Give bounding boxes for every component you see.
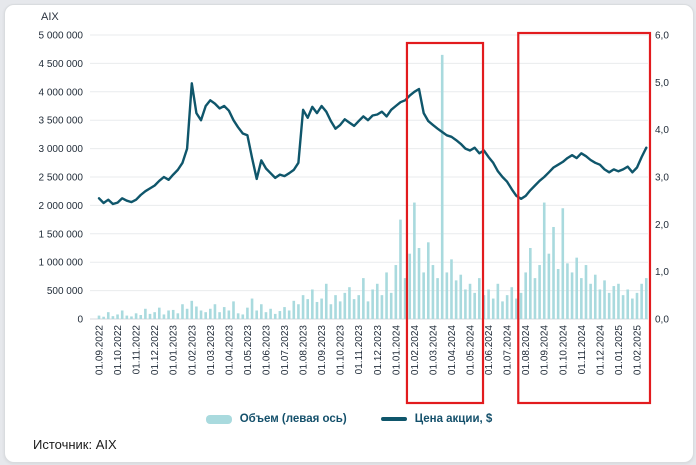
volume-bars <box>97 54 648 319</box>
svg-text:6,0: 6,0 <box>655 31 669 42</box>
legend-label-volume: Объем (левая ось) <box>239 413 347 425</box>
legend-item-price: Цена акции, $ <box>380 413 493 425</box>
svg-text:4 500 000: 4 500 000 <box>39 59 84 70</box>
svg-text:01.09.2024: 01.09.2024 <box>540 325 551 375</box>
svg-text:3,0: 3,0 <box>655 173 669 184</box>
svg-text:01.05.2024: 01.05.2024 <box>466 325 477 375</box>
chart-canvas: 0 500 000 1 000 000 1 500 000 2 000 000 2 500… <box>39 31 669 405</box>
right-axis-labels: 0,0 1,0 2,0 3,0 4,0 5,0 6,0 <box>655 31 669 326</box>
svg-text:01.10.2022: 01.10.2022 <box>113 325 124 375</box>
svg-text:01.03.2023: 01.03.2023 <box>206 325 217 375</box>
svg-text:01.07.2023: 01.07.2023 <box>280 325 291 375</box>
svg-text:01.10.2024: 01.10.2024 <box>558 325 569 375</box>
legend-item-volume: Объем (левая ось) <box>205 413 347 425</box>
chart-legend: Объем (левая ось) Цена акции, $ <box>5 408 693 430</box>
svg-text:01.05.2023: 01.05.2023 <box>243 325 254 375</box>
svg-text:3 000 000: 3 000 000 <box>39 144 84 155</box>
volume-swatch-icon <box>205 414 232 424</box>
axis-corner-label: AIX <box>41 11 59 23</box>
svg-text:5 000 000: 5 000 000 <box>39 31 84 42</box>
left-axis-labels: 0 500 000 1 000 000 1 500 000 2 000 000 2 500… <box>39 31 84 326</box>
svg-text:01.06.2023: 01.06.2023 <box>261 325 272 375</box>
svg-text:3 500 000: 3 500 000 <box>39 116 84 127</box>
price-swatch-icon <box>380 417 407 421</box>
svg-text:01.01.2025: 01.01.2025 <box>614 325 625 375</box>
price-line <box>97 82 648 206</box>
svg-text:01.01.2023: 01.01.2023 <box>169 325 180 375</box>
svg-text:1,0: 1,0 <box>655 267 669 278</box>
svg-text:01.12.2024: 01.12.2024 <box>595 325 606 375</box>
svg-text:2,0: 2,0 <box>655 220 669 231</box>
source-label: Источник: AIX <box>33 437 117 452</box>
svg-text:01.04.2023: 01.04.2023 <box>224 325 235 375</box>
svg-text:01.08.2024: 01.08.2024 <box>521 325 532 375</box>
svg-text:500 000: 500 000 <box>47 286 84 297</box>
highlight-boxes <box>405 31 652 405</box>
svg-text:01.02.2023: 01.02.2023 <box>187 325 198 375</box>
svg-text:01.04.2024: 01.04.2024 <box>447 325 458 375</box>
svg-text:2 000 000: 2 000 000 <box>39 201 84 212</box>
svg-text:01.10.2023: 01.10.2023 <box>336 325 347 375</box>
svg-text:01.11.2022: 01.11.2022 <box>132 325 143 375</box>
chart-card: AIX 0 500 000 1 000 000 1 500 000 2 000 000 2… <box>4 4 694 463</box>
svg-text:01.12.2022: 01.12.2022 <box>150 325 161 375</box>
legend-label-price: Цена акции, $ <box>414 413 493 425</box>
svg-text:01.07.2024: 01.07.2024 <box>503 325 514 375</box>
svg-text:01.11.2023: 01.11.2023 <box>354 325 365 375</box>
svg-text:1 000 000: 1 000 000 <box>39 258 84 269</box>
svg-text:01.09.2022: 01.09.2022 <box>95 325 106 375</box>
svg-text:01.02.2025: 01.02.2025 <box>633 325 644 375</box>
svg-text:01.01.2024: 01.01.2024 <box>391 325 402 375</box>
svg-text:0,0: 0,0 <box>655 315 669 326</box>
svg-text:01.06.2024: 01.06.2024 <box>484 325 495 375</box>
highlight-box <box>517 31 652 405</box>
svg-text:2 500 000: 2 500 000 <box>39 173 84 184</box>
svg-text:01.09.2023: 01.09.2023 <box>317 325 328 375</box>
x-axis-labels: 01.09.2022 01.10.2022 01.11.2022 01.12.2022… <box>95 325 644 375</box>
svg-text:4 000 000: 4 000 000 <box>39 87 84 98</box>
svg-text:01.02.2024: 01.02.2024 <box>410 325 421 375</box>
svg-text:0: 0 <box>77 315 83 326</box>
svg-text:01.12.2023: 01.12.2023 <box>373 325 384 375</box>
svg-text:01.11.2024: 01.11.2024 <box>577 325 588 375</box>
svg-text:01.03.2024: 01.03.2024 <box>428 325 439 375</box>
svg-text:1 500 000: 1 500 000 <box>39 229 84 240</box>
gridlines <box>90 34 648 320</box>
svg-text:5,0: 5,0 <box>655 78 669 89</box>
svg-text:01.08.2023: 01.08.2023 <box>299 325 310 375</box>
highlight-box <box>405 41 485 405</box>
svg-text:4,0: 4,0 <box>655 125 669 136</box>
